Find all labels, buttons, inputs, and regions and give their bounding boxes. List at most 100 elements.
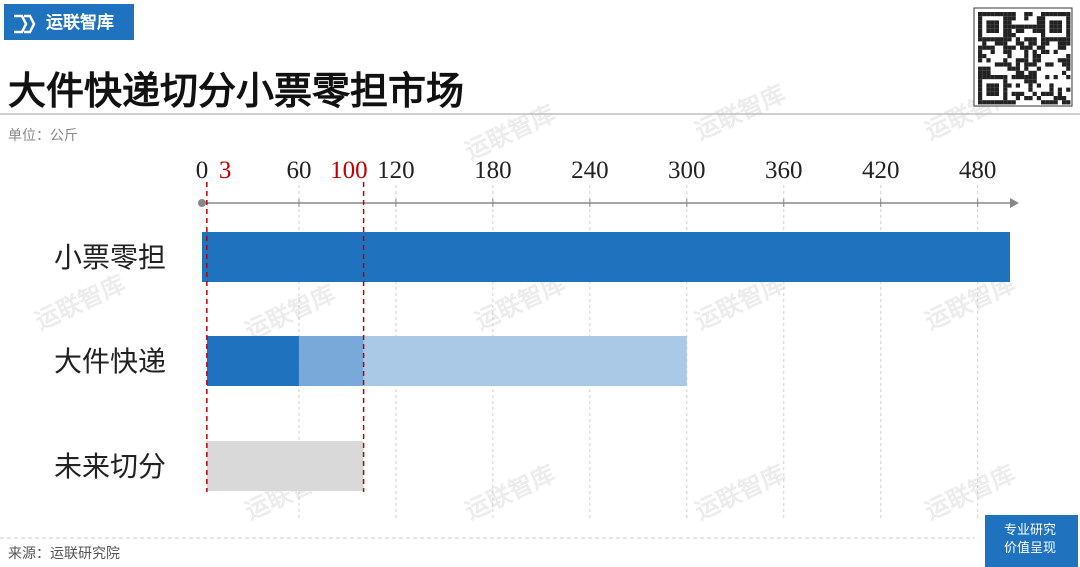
qr-cell	[1032, 58, 1037, 63]
x-tick-label: 180	[474, 157, 512, 184]
qr-cell	[1045, 12, 1050, 17]
qr-cell	[1007, 66, 1012, 71]
qr-cell	[999, 37, 1004, 42]
x-tick-label: 0	[196, 157, 209, 184]
qr-cell	[978, 87, 983, 92]
qr-cell	[982, 45, 987, 50]
qr-cell	[986, 83, 991, 88]
qr-cell	[1003, 58, 1008, 63]
qr-cell	[1032, 79, 1037, 84]
qr-cell	[1003, 20, 1008, 25]
qr-cell	[1011, 100, 1016, 105]
highlight-tick-label: 100	[330, 157, 368, 184]
qr-cell	[1011, 75, 1016, 80]
qr-cell	[994, 75, 999, 80]
qr-cell	[1045, 49, 1050, 54]
qr-cell	[1066, 58, 1071, 63]
qr-cell	[978, 37, 983, 42]
qr-cell	[1003, 96, 1008, 101]
qr-cell	[1036, 66, 1041, 71]
qr-cell	[1041, 20, 1046, 25]
qr-cell	[1057, 24, 1062, 29]
qr-cell	[1011, 12, 1016, 17]
qr-cell	[986, 70, 991, 75]
qr-cell	[986, 24, 991, 29]
qr-cell	[1041, 91, 1046, 96]
qr-cell	[1053, 49, 1058, 54]
qr-cell	[1003, 16, 1008, 21]
qr-cell	[1028, 62, 1033, 67]
x-tick-label: 120	[377, 157, 415, 184]
qr-cell	[999, 12, 1004, 17]
qr-cell	[1003, 62, 1008, 67]
qr-cell	[1041, 49, 1046, 54]
qr-cell	[1062, 70, 1067, 75]
qr-cell	[1041, 24, 1046, 29]
qr-cell	[1032, 37, 1037, 42]
qr-cell	[978, 49, 983, 54]
qr-cell	[1041, 37, 1046, 42]
badge-line: 专业研究	[1004, 523, 1056, 538]
qr-cell	[999, 41, 1004, 46]
qr-cell	[1007, 45, 1012, 50]
qr-cell	[990, 100, 995, 105]
x-tick-label: 360	[765, 157, 803, 184]
qr-cell	[982, 100, 987, 105]
qr-cell	[1066, 75, 1071, 80]
qr-cell	[1066, 33, 1071, 38]
qr-cell	[1007, 49, 1012, 54]
qr-cell	[1049, 20, 1054, 25]
qr-cell	[990, 49, 995, 54]
qr-cell	[1028, 96, 1033, 101]
qr-cell	[1036, 24, 1041, 29]
qr-cell	[1053, 100, 1058, 105]
qr-cell	[986, 87, 991, 92]
qr-cell	[986, 66, 991, 71]
qr-cell	[1003, 91, 1008, 96]
qr-cell	[986, 91, 991, 96]
qr-cell	[1057, 41, 1062, 46]
qr-cell	[1011, 45, 1016, 50]
qr-cell	[1032, 70, 1037, 75]
qr-cell	[1057, 87, 1062, 92]
watermark: 运联智库	[691, 79, 790, 145]
qr-cell	[1066, 87, 1071, 92]
qr-cell	[1020, 58, 1025, 63]
x-tick-label: 300	[668, 157, 706, 184]
range-bar	[298, 336, 364, 386]
qr-cell	[1057, 45, 1062, 50]
qr-cell	[1053, 28, 1058, 33]
qr-cell	[1045, 100, 1050, 105]
qr-cell	[1024, 58, 1029, 63]
qr-cell	[994, 91, 999, 96]
qr-cell	[978, 20, 983, 25]
qr-cell	[1007, 83, 1012, 88]
range-bar	[363, 336, 687, 386]
qr-cell	[1024, 12, 1029, 17]
qr-cell	[1024, 54, 1029, 59]
watermark: 运联智库	[31, 269, 130, 335]
qr-cell	[1057, 12, 1062, 17]
qr-cell	[1028, 83, 1033, 88]
qr-cell	[1015, 62, 1020, 67]
qr-cell	[1066, 62, 1071, 67]
range-bar	[206, 336, 299, 386]
range-bar	[206, 441, 364, 491]
qr-cell	[1015, 58, 1020, 63]
qr-cell	[1066, 41, 1071, 46]
title: 大件快递切分小票零担市场	[8, 69, 464, 113]
qr-cell	[1049, 83, 1054, 88]
qr-cell	[1011, 33, 1016, 38]
qr-cell	[1003, 87, 1008, 92]
watermark: 运联智库	[461, 99, 560, 165]
qr-cell	[982, 75, 987, 80]
qr-cell	[986, 20, 991, 25]
qr-cell	[1057, 91, 1062, 96]
qr-cell	[1015, 41, 1020, 46]
qr-cell	[994, 20, 999, 25]
qr-cell	[994, 100, 999, 105]
qr-cell	[1020, 45, 1025, 50]
qr-cell	[1066, 24, 1071, 29]
qr-cell	[1028, 87, 1033, 92]
qr-cell	[978, 24, 983, 29]
